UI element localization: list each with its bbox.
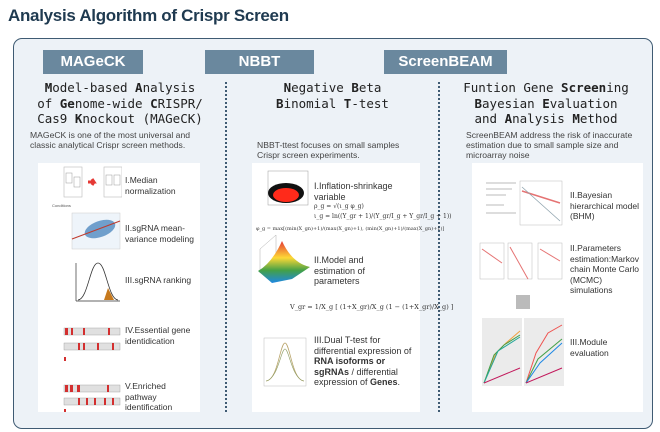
nbbt-header: NBBT <box>205 50 314 74</box>
nbbt-card: I.Inflation-shrinkage variable ρ_g = √(ι… <box>252 163 453 412</box>
page-title: Analysis Algorithm of Crispr Screen <box>8 6 289 25</box>
step-mcmc: II.Parameters estimation:Markov chain Mo… <box>570 243 639 295</box>
subtitle-line: Cas9 Knockout (MAGeCK) <box>37 111 203 126</box>
step-median-normalization: I.Median normalization <box>125 175 176 196</box>
formula-v: V_gr = 1/X_g [ (1+X_gr)/X_g (1 − (1+X_gr… <box>290 303 454 311</box>
nbbt-figures <box>258 170 310 387</box>
subtitle-line: Binomial T-test <box>276 95 389 111</box>
subtitle-line: Model-based Analysis <box>44 80 196 95</box>
subtitle-line: Funtion Gene Screening <box>463 80 629 95</box>
step-essential-gene: IV.Essential gene identidication <box>125 325 191 346</box>
step-enriched-pathway: V.Enriched pathway identification <box>125 381 173 412</box>
column-divider <box>438 82 440 412</box>
step-module-evaluation: III.Module evaluation <box>570 337 609 358</box>
formula-phi: φ_g = max[(min(X_gn)+1)/(max(X_gn)+1), (… <box>256 226 445 232</box>
mageck-card: Conditions I.Median normalization II.sgR… <box>38 163 200 412</box>
nbbt-subtitle: Negative Beta Binomial T-test <box>230 80 435 111</box>
mageck-subtitle: Model-based Analysis of Genome-wide CRISP… <box>20 80 220 127</box>
screenbeam-header: ScreenBEAM <box>384 50 507 74</box>
formula-rho: ρ_g = √(ι_g φ_g) <box>314 203 364 210</box>
subtitle-line: of Genome-wide CRISPR/ <box>37 95 203 111</box>
mageck-header: MAGeCK <box>43 50 143 74</box>
subtitle-line: Bayesian Evaluation <box>474 95 618 111</box>
step-sgrna-ranking: III.sgRNA ranking <box>125 275 192 285</box>
step-inflation-shrinkage: I.Inflation-shrinkage variable <box>314 181 393 202</box>
nbbt-description: NBBT-ttest focuses on small samples Cris… <box>257 140 400 160</box>
mageck-description: MAGeCK is one of the most universal and … <box>30 130 191 150</box>
step-model-estimation: II.Model and estimation of parameters <box>314 255 366 286</box>
conditions-label: Conditions <box>52 203 71 208</box>
subtitle-line: and Analysis Method <box>474 111 618 126</box>
formula-iota: ι_g = ln((Y_gr + 1)/(Y_gr/I_g + Y_gr/I_g… <box>314 213 452 220</box>
step-dual-ttest: III.Dual T-test for differential express… <box>314 335 412 387</box>
screenbeam-card: II.Bayesian hierarchical model (BHM) II.… <box>472 163 643 412</box>
step-mean-variance: II.sgRNA mean-variance modeling <box>125 223 194 244</box>
screenbeam-figures <box>479 180 564 386</box>
screenbeam-subtitle: Funtion Gene Screening Bayesian Evaluatio… <box>440 80 652 127</box>
subtitle-line: Negative Beta <box>283 80 382 95</box>
column-divider <box>225 82 227 412</box>
screenbeam-description: ScreenBEAM address the risk of inaccurat… <box>466 130 633 160</box>
mageck-figures: Conditions <box>52 166 122 412</box>
step-bayesian-model: II.Bayesian hierarchical model (BHM) <box>570 190 639 221</box>
